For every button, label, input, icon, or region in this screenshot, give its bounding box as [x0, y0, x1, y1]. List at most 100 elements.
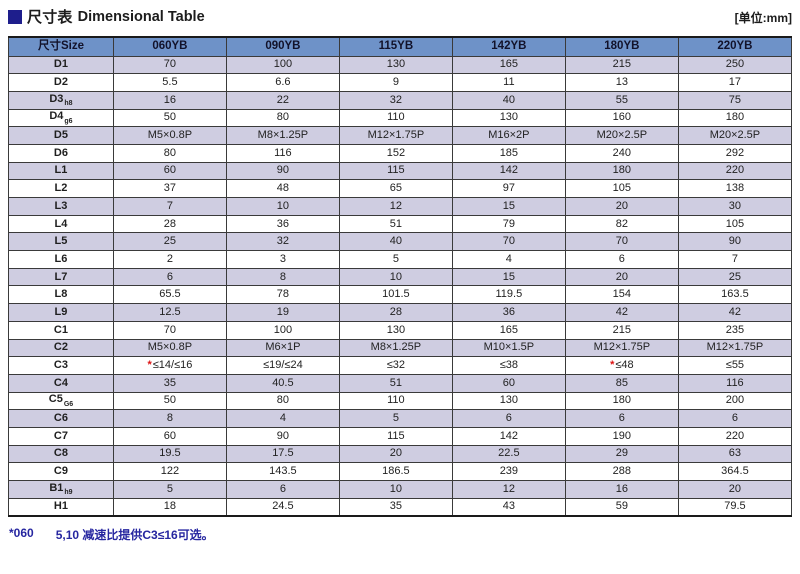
value-cell: 80 [225, 108, 340, 128]
value-cell: 51 [338, 214, 453, 234]
value-cell: M5×0.8P [112, 338, 227, 358]
value-cell: 30 [677, 197, 793, 216]
value-cell: 163.5 [677, 285, 793, 305]
value-cell: 10 [225, 197, 340, 216]
row-label: L1 [8, 161, 114, 181]
value-cell: 100 [225, 320, 340, 340]
value-cell: 70 [451, 232, 566, 252]
value-cell: 75 [677, 90, 793, 110]
value-cell: 142 [451, 161, 566, 181]
value-cell: 116 [677, 373, 793, 393]
value-cell: *≤14/≤16 [112, 356, 227, 375]
asterisk-marker: * [147, 359, 152, 372]
value-cell: 37 [112, 179, 227, 198]
table-header: 尺寸Size 060YB 090YB 115YB 142YB 180YB 220… [8, 36, 793, 57]
value-cell: 5 [338, 409, 453, 428]
value-cell: 11 [451, 73, 566, 92]
table-row: D4g6 50 80 110 130 160 180 [8, 108, 793, 128]
value-cell: 17 [677, 73, 793, 92]
table-row: C3 *≤14/≤16 ≤19/≤24 ≤32 ≤38 *≤48 ≤55 [8, 356, 793, 375]
row-label: L4 [8, 214, 114, 234]
asterisk-marker: * [610, 359, 615, 372]
page: 尺寸表 Dimensional Table [单位:mm] 尺寸Size 060… [8, 5, 793, 542]
value-cell: *≤48 [564, 356, 679, 375]
value-cell: 43 [451, 497, 566, 517]
value-cell: 6 [112, 267, 227, 287]
value-cell: 22 [225, 90, 340, 110]
value-cell: 105 [564, 179, 679, 198]
table-row: C7 60 90 115 142 190 220 [8, 426, 793, 446]
value-cell: 65.5 [112, 285, 227, 305]
value-cell: 240 [564, 143, 679, 163]
column-header-size: 尺寸Size [8, 36, 114, 57]
value-cell: 90 [225, 161, 340, 181]
value-cell: 8 [225, 267, 340, 287]
value-cell: 190 [564, 426, 679, 446]
value-cell: M5×0.8P [112, 126, 227, 145]
unit-label: [单位:mm] [734, 11, 792, 25]
title-bar: 尺寸表 Dimensional Table [单位:mm] [8, 5, 792, 27]
table-header-row: 尺寸Size 060YB 090YB 115YB 142YB 180YB 220… [8, 36, 793, 57]
value-cell: 288 [564, 462, 679, 481]
row-label: L8 [8, 285, 114, 305]
value-cell: 17.5 [225, 444, 340, 464]
value-cell: 12 [338, 197, 453, 216]
value-cell: 13 [564, 73, 679, 92]
value-cell: 10 [338, 267, 453, 287]
value-cell: 3 [225, 250, 340, 269]
value-cell: 15 [451, 197, 566, 216]
value-cell: 15 [451, 267, 566, 287]
value-cell: 6 [564, 250, 679, 269]
row-label: C1 [8, 320, 114, 340]
column-header-090yb: 090YB [225, 36, 340, 57]
page-title-en: Dimensional Table [77, 8, 205, 25]
value-cell: 32 [225, 232, 340, 252]
value-cell: 364.5 [677, 462, 793, 481]
table-row: L3 7 10 12 15 20 30 [8, 197, 793, 216]
value-cell: ≤32 [338, 356, 453, 375]
column-header-220yb: 220YB [677, 36, 793, 57]
value-cell: 36 [225, 214, 340, 234]
value-cell: 40.5 [225, 373, 340, 393]
value-cell: M8×1.25P [338, 338, 453, 358]
value-cell: M12×1.75P [564, 338, 679, 358]
value-cell: 80 [225, 391, 340, 411]
value-cell: 180 [564, 391, 679, 411]
value-cell: 90 [677, 232, 793, 252]
title-square-icon [8, 9, 22, 24]
value-cell: 5.5 [112, 73, 227, 92]
value-cell: M6×1P [225, 338, 340, 358]
table-row: C5G6 50 80 110 130 180 200 [8, 391, 793, 411]
row-label: H1 [8, 497, 114, 517]
table-row: L4 28 36 51 79 82 105 [8, 214, 793, 234]
page-title: 尺寸表 Dimensional Table [8, 6, 205, 27]
value-cell: 50 [112, 108, 227, 128]
row-label: C3 [8, 356, 114, 375]
value-cell: 6 [225, 480, 340, 499]
table-row: B1h9 5 6 10 12 16 20 [8, 480, 793, 499]
value-cell: 115 [338, 161, 453, 181]
value-cell: 22.5 [451, 444, 566, 464]
value-cell: 215 [564, 55, 679, 75]
value-cell: 165 [451, 55, 566, 75]
value-cell: 90 [225, 426, 340, 446]
table-row: C8 19.5 17.5 20 22.5 29 63 [8, 444, 793, 464]
value-cell: 70 [112, 320, 227, 340]
row-label: L9 [8, 303, 114, 322]
value-cell: 70 [112, 55, 227, 75]
row-label: D6 [8, 143, 114, 163]
value-cell: 142 [451, 426, 566, 446]
value-cell: 292 [677, 143, 793, 163]
value-cell: 20 [677, 480, 793, 499]
value-cell: 42 [677, 303, 793, 322]
value-cell: 2 [112, 250, 227, 269]
value-cell: 6 [677, 409, 793, 428]
value-cell: 35 [338, 497, 453, 517]
row-label: D3h8 [8, 90, 114, 110]
row-label: L5 [8, 232, 114, 252]
tolerance-subscript: G6 [63, 400, 74, 408]
value-cell: 65 [338, 179, 453, 198]
table-row: L6 2 3 5 4 6 7 [8, 250, 793, 269]
value-cell: M10×1.5P [451, 338, 566, 358]
value-cell: 9 [338, 73, 453, 92]
